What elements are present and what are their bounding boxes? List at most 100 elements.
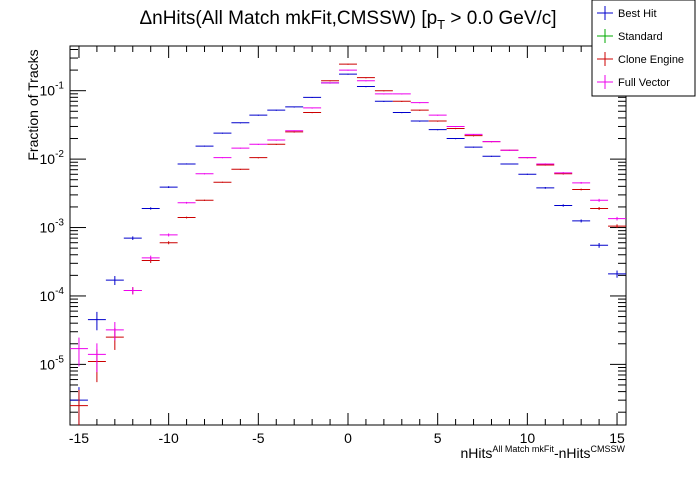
data-point: [267, 143, 286, 145]
data-point: [536, 163, 555, 165]
data-point: [285, 106, 304, 108]
x-tick-label: 0: [344, 430, 352, 446]
data-point: [392, 100, 411, 102]
x-tick-label: 10: [520, 430, 536, 446]
xlabel-sup2: CMSSW: [591, 444, 626, 454]
chart-title: ΔnHits(All Match mkFit,CMSSW) [pT > 0.0 …: [139, 8, 556, 32]
data-point: [231, 147, 250, 149]
data-point: [554, 172, 573, 174]
y-tick-label: 10-1: [40, 81, 65, 99]
data-point: [177, 163, 196, 165]
x-tick-label: -15: [69, 430, 89, 446]
data-point: [518, 173, 537, 175]
data-point: [446, 138, 465, 140]
data-point: [105, 322, 124, 341]
data-point: [123, 287, 142, 295]
data-point: [482, 155, 501, 157]
data-point: [518, 157, 537, 159]
data-point: [536, 164, 555, 166]
data-point: [374, 100, 393, 102]
data-point: [536, 186, 555, 189]
y-axis: 10-5 10-4 10-3 10-2 10-1: [40, 48, 626, 413]
legend-entry: Standard: [597, 29, 663, 43]
legend-label: Full Vector: [618, 77, 670, 89]
data-point: [392, 112, 411, 114]
data-point: [590, 207, 609, 210]
data-marks: [70, 63, 626, 425]
data-point: [285, 130, 304, 132]
data-point: [70, 337, 88, 367]
legend-label: Best Hit: [618, 8, 657, 20]
data-point: [446, 128, 465, 130]
data-point: [572, 188, 591, 191]
xlabel-b: -nHits: [554, 445, 591, 461]
y-tick-label: 10-3: [40, 218, 65, 236]
data-point: [303, 96, 322, 99]
data-point: [249, 143, 268, 145]
data-point: [374, 93, 393, 95]
title-main: nHits(All Match mkFit,CMSSW) [p: [152, 8, 437, 29]
y-tick-label: 10-5: [40, 354, 65, 372]
data-point: [303, 107, 322, 109]
legend-entry: Best Hit: [597, 6, 657, 20]
data-point: [339, 63, 357, 65]
data-point: [267, 139, 286, 141]
data-point: [267, 109, 286, 111]
data-point: [339, 73, 357, 75]
data-point: [374, 90, 393, 92]
data-point: [195, 173, 214, 175]
title-delta: Δ: [139, 8, 152, 29]
legend-label: Clone Engine: [618, 54, 684, 66]
data-point: [572, 219, 591, 223]
data-point: [356, 86, 375, 88]
x-tick-label: -10: [159, 430, 179, 446]
data-point: [213, 132, 232, 134]
data-point: [590, 198, 609, 202]
data-point: [159, 233, 178, 237]
legend-box: [591, 0, 696, 97]
data-point: [159, 241, 178, 245]
y-tick-label: 10-2: [40, 149, 65, 167]
legend-entry: Full Vector: [597, 75, 670, 89]
series-best-hit: [70, 73, 626, 424]
data-point: [464, 133, 483, 136]
data-point: [410, 120, 429, 122]
data-point: [177, 216, 196, 219]
data-point: [123, 236, 142, 240]
data-point: [87, 343, 106, 373]
x-axis-label: nHitsAll Match mkFit-nHitsCMSSW: [461, 444, 626, 461]
x-tick-label: 15: [609, 430, 625, 446]
data-point: [339, 69, 357, 71]
title-subscript: T: [437, 17, 445, 32]
x-tick-label: 5: [434, 430, 442, 446]
data-point: [195, 145, 214, 147]
data-point: [464, 146, 483, 148]
legend-entry: Clone Engine: [597, 52, 684, 66]
xlabel-sup1: All Match mkFit: [492, 444, 554, 454]
title-tail: > 0.0 GeV/c]: [445, 8, 556, 29]
data-point: [213, 181, 232, 183]
data-point: [321, 82, 340, 84]
data-point: [554, 204, 573, 207]
data-point: [249, 114, 268, 116]
data-point: [428, 114, 447, 116]
data-point: [231, 168, 250, 170]
legend: Best Hit Standard Clone Engine Full Vector: [591, 0, 696, 97]
series-full-vector: [70, 69, 626, 373]
data-point: [87, 311, 106, 331]
data-point: [500, 149, 519, 151]
data-point: [321, 80, 340, 82]
data-point: [285, 131, 304, 133]
data-point: [177, 201, 196, 204]
data-point: [159, 186, 178, 188]
data-point: [464, 135, 483, 137]
data-point: [446, 125, 465, 128]
data-point: [410, 109, 429, 111]
y-tick-label: 10-4: [40, 286, 65, 304]
data-point: [356, 77, 375, 79]
data-point: [141, 207, 160, 210]
data-point: [249, 157, 268, 159]
data-point: [70, 389, 88, 425]
